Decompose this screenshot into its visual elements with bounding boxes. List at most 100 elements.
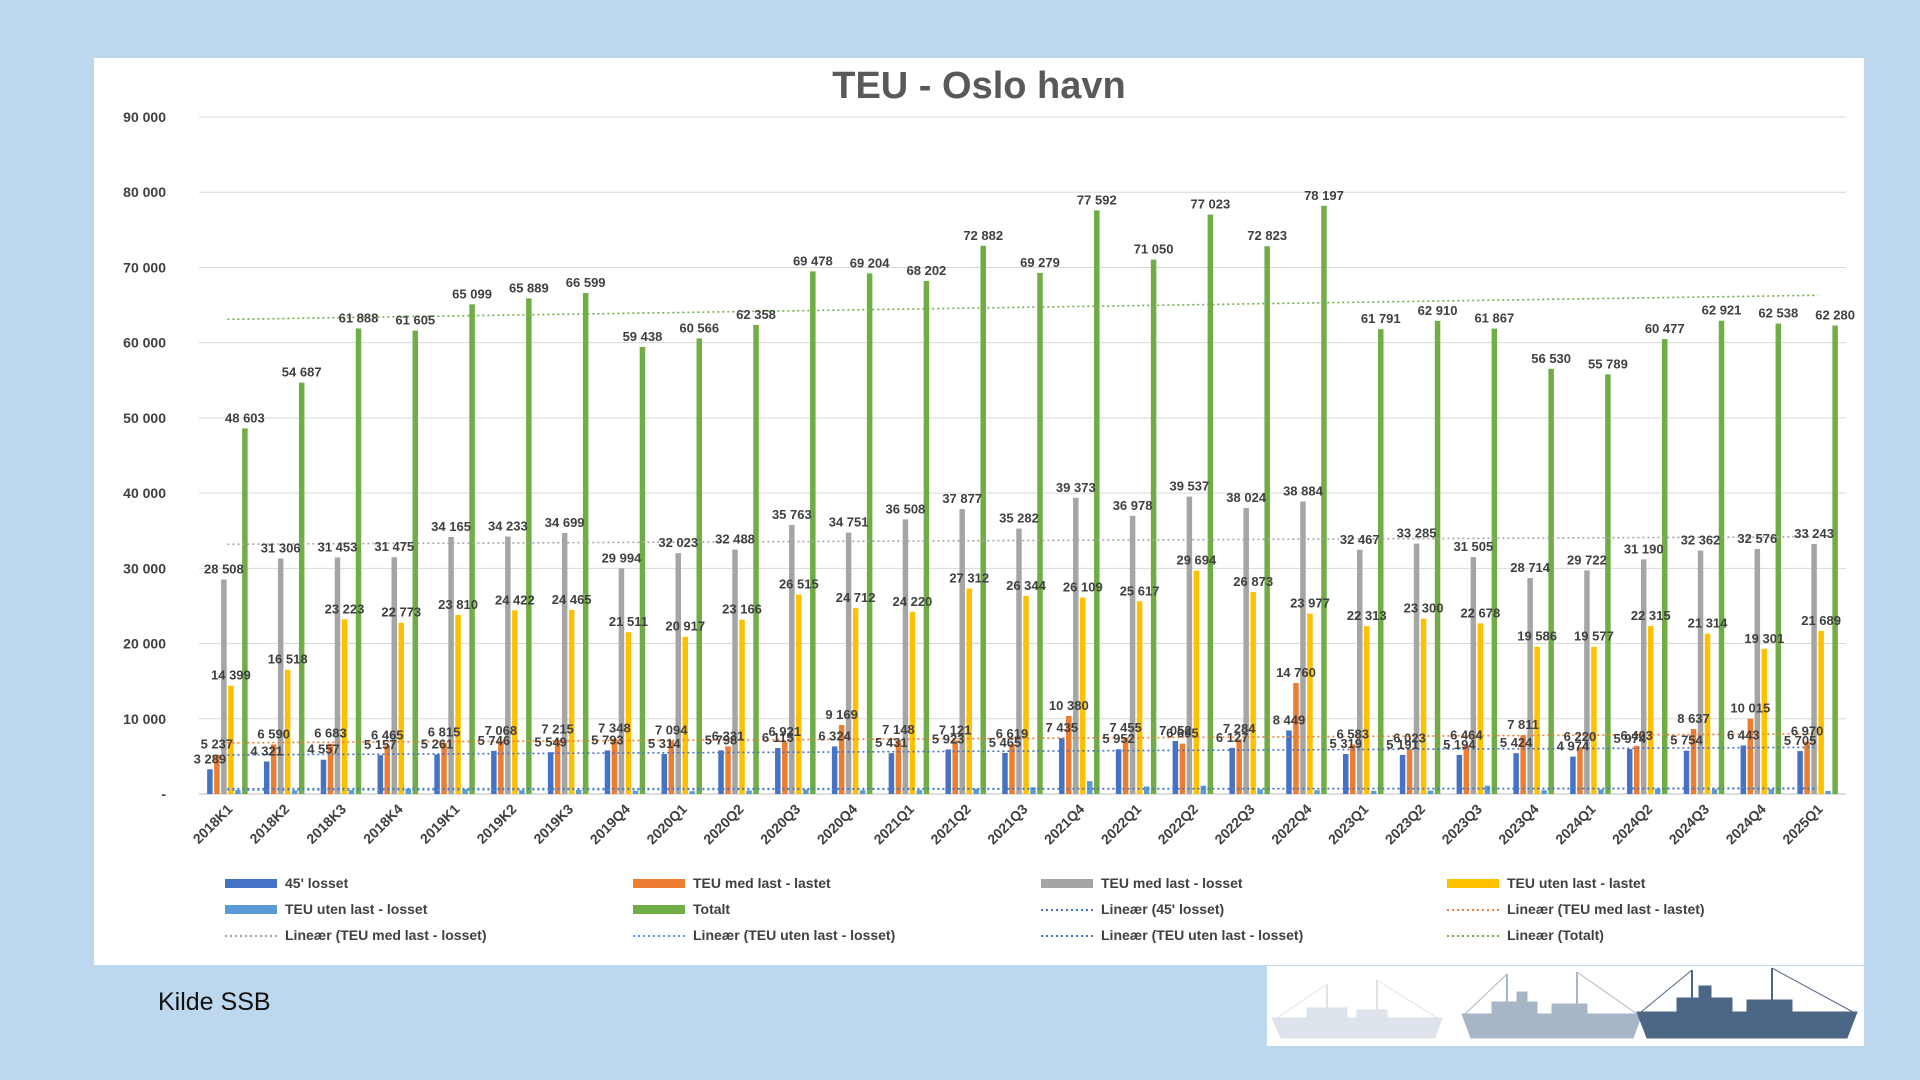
- bar: [1200, 785, 1207, 794]
- data-label: 34 233: [488, 518, 528, 533]
- legend-label: Lineær (45' losset): [1101, 901, 1224, 917]
- bar: [1704, 633, 1711, 794]
- bar: [1307, 613, 1313, 794]
- data-label: 5 974: [1613, 731, 1646, 746]
- bar: [462, 789, 468, 794]
- ship-silhouettes-icon: [1271, 967, 1858, 1039]
- bar: [1577, 747, 1583, 794]
- data-label: 38 024: [1226, 490, 1267, 505]
- bar: [320, 759, 327, 794]
- ship-dark-icon: [1636, 967, 1858, 1039]
- y-tick-label: 40 000: [123, 485, 166, 501]
- bar: [498, 740, 504, 794]
- trendline: [227, 294, 1818, 321]
- bar: [1080, 597, 1086, 794]
- y-tick-label: 80 000: [123, 184, 166, 200]
- x-tick-label: 2020Q4: [814, 801, 861, 848]
- data-label: 68 202: [907, 263, 947, 278]
- data-label: 5 424: [1500, 735, 1533, 750]
- data-label: 26 109: [1063, 580, 1103, 595]
- bar: [1434, 320, 1441, 794]
- bar: [1811, 543, 1817, 794]
- y-tick-label: 20 000: [123, 636, 166, 652]
- legend-label: 45' losset: [285, 875, 349, 891]
- bar: [441, 742, 447, 794]
- data-label: 5 237: [201, 737, 234, 752]
- bar: [1605, 374, 1611, 794]
- data-label: 72 882: [963, 228, 1003, 243]
- bar: [1087, 781, 1093, 794]
- source-label: Kilde SSB: [158, 988, 271, 1016]
- bar: [753, 324, 759, 794]
- legend-label: TEU uten last - losset: [285, 901, 428, 917]
- bar: [1321, 205, 1327, 794]
- bar: [789, 524, 795, 794]
- bar: [1420, 618, 1427, 794]
- data-label: 7 348: [598, 721, 631, 736]
- bar: [1037, 272, 1043, 794]
- bar: [1718, 320, 1725, 794]
- bar: [1236, 739, 1242, 794]
- data-label: 5 157: [364, 737, 397, 752]
- bar: [909, 611, 916, 794]
- bar: [561, 532, 568, 794]
- data-label: 3 289: [194, 751, 227, 766]
- bar: [1122, 737, 1129, 794]
- x-tick-label: 2021Q4: [1041, 801, 1088, 848]
- bar: [668, 740, 674, 794]
- bar: [1016, 528, 1022, 794]
- data-label: 20 917: [665, 619, 705, 634]
- bar: [554, 739, 561, 794]
- bar: [1427, 790, 1434, 794]
- legend-label: Lineær (TEU uten last - losset): [1101, 927, 1303, 943]
- data-label: 10 015: [1730, 701, 1770, 716]
- bar: [966, 588, 972, 794]
- data-label: 6 464: [1450, 727, 1483, 742]
- bar: [866, 273, 873, 794]
- bar: [412, 330, 419, 794]
- bar: [1357, 549, 1363, 794]
- bar: [682, 636, 688, 794]
- data-label: 69 279: [1020, 255, 1060, 270]
- bar: [1136, 601, 1143, 794]
- data-label: 6 590: [257, 726, 290, 741]
- legend-label: Totalt: [693, 901, 730, 917]
- bar: [611, 738, 618, 794]
- legend-label: TEU uten last - lastet: [1507, 875, 1646, 891]
- data-label: 6 220: [1564, 729, 1597, 744]
- x-tick-label: 2023Q4: [1495, 801, 1542, 848]
- bar: [1626, 749, 1633, 794]
- bar: [895, 740, 902, 794]
- trendline: [227, 733, 1818, 744]
- data-label: 6 815: [428, 725, 461, 740]
- data-label: 62 358: [736, 307, 776, 322]
- bar: [1633, 745, 1640, 794]
- bar: [1463, 745, 1470, 794]
- data-label: 14 399: [211, 668, 251, 683]
- bar: [1534, 646, 1540, 794]
- bar: [1264, 246, 1270, 794]
- data-label: 62 921: [1702, 303, 1742, 318]
- x-tick-label: 2018K3: [303, 801, 349, 847]
- trendline: [227, 535, 1818, 546]
- data-label: 4 974: [1557, 739, 1590, 754]
- y-tick-label: 10 000: [123, 711, 166, 727]
- data-label: 19 577: [1574, 629, 1614, 644]
- bar: [696, 338, 702, 794]
- data-label: 24 465: [552, 592, 592, 607]
- bar: [434, 754, 440, 794]
- data-label: 6 127: [1216, 730, 1249, 745]
- bar: [398, 622, 405, 794]
- x-tick-label: 2023Q3: [1438, 801, 1485, 848]
- data-label: 78 197: [1304, 188, 1344, 203]
- bar: [718, 750, 724, 794]
- data-label: 7 148: [882, 722, 915, 737]
- data-label: 4 557: [307, 742, 340, 757]
- bar: [952, 740, 958, 794]
- x-tick-label: 2022Q1: [1098, 801, 1145, 848]
- x-tick-label: 2021Q3: [984, 801, 1031, 848]
- data-label: 5 793: [591, 732, 624, 747]
- data-label: 23 166: [722, 602, 762, 617]
- bar: [1129, 515, 1136, 794]
- data-label: 72 823: [1247, 228, 1287, 243]
